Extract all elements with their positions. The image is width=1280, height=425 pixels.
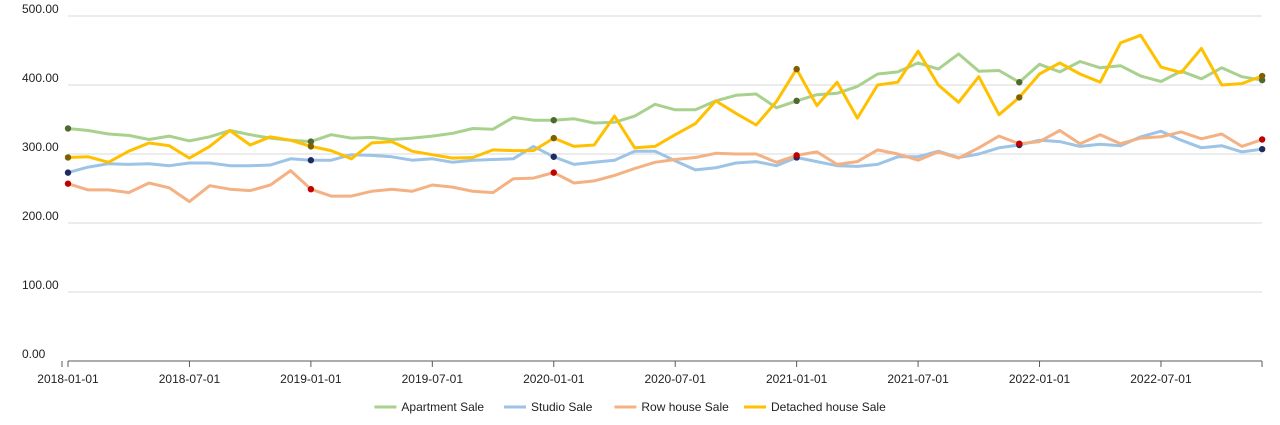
x-tick-label: 2022-07-01	[1130, 372, 1192, 386]
data-point-marker	[1258, 136, 1266, 143]
series-line-apartment-sale	[66, 52, 1264, 144]
data-point-marker	[307, 157, 315, 164]
gridlines	[68, 15, 1262, 293]
data-point-marker	[550, 169, 557, 176]
y-axis: 0.00 100.00 200.00 300.00 400.00 500.00	[22, 2, 59, 361]
series-line-row-house-sale	[66, 129, 1264, 204]
x-axis: 2018-01-01 2018-07-01 2019-01-01 2019-07-01…	[37, 360, 1263, 386]
legend-label: Apartment Sale	[401, 400, 484, 414]
y-tick-label: 100.00	[22, 278, 59, 292]
data-point-marker	[550, 116, 557, 124]
x-tick-label: 2020-01-01	[523, 372, 585, 386]
y-tick-label: 300.00	[22, 140, 59, 154]
legend-label: Studio Sale	[531, 400, 593, 414]
x-tick-label: 2019-01-01	[280, 372, 342, 386]
data-point-marker	[307, 143, 315, 150]
x-tick-label: 2018-01-01	[37, 372, 99, 386]
data-point-marker	[550, 134, 557, 142]
data-point-marker	[1016, 94, 1023, 101]
y-tick-label: 200.00	[22, 209, 59, 223]
x-tick-label: 2021-07-01	[887, 372, 949, 386]
data-point-marker	[64, 169, 72, 176]
data-point-marker	[1016, 140, 1023, 147]
x-tick-label: 2018-07-01	[159, 372, 221, 386]
x-tick-label: 2019-07-01	[402, 372, 464, 386]
data-point-marker	[1016, 79, 1023, 86]
x-tick-label: 2020-07-01	[645, 372, 707, 386]
data-point-marker	[1258, 72, 1266, 80]
data-point-marker	[64, 180, 72, 187]
legend-label: Row house Sale	[641, 400, 729, 414]
data-point-marker	[793, 97, 800, 105]
data-point-marker	[793, 152, 800, 159]
legend-label: Detached house Sale	[771, 400, 886, 414]
data-point-marker	[307, 138, 315, 145]
x-tick-label: 2022-01-01	[1009, 372, 1071, 386]
data-point-marker	[64, 125, 72, 132]
data-point-marker	[550, 153, 557, 160]
series-line-detached-house-sale	[66, 33, 1264, 164]
y-tick-label: 400.00	[22, 71, 59, 85]
x-tick-label: 2021-01-01	[766, 372, 828, 386]
data-point-marker	[793, 65, 800, 73]
data-point-marker	[1258, 145, 1266, 153]
data-point-marker	[307, 185, 315, 193]
highlight-markers	[64, 65, 1266, 193]
y-tick-label: 0.00	[22, 347, 46, 361]
series-line-studio-sale	[66, 129, 1264, 175]
y-tick-label: 500.00	[22, 2, 59, 16]
legend: Apartment Sale Studio Sale Row house Sale D…	[374, 400, 886, 414]
data-point-marker	[64, 154, 72, 161]
series-lines	[66, 33, 1264, 204]
